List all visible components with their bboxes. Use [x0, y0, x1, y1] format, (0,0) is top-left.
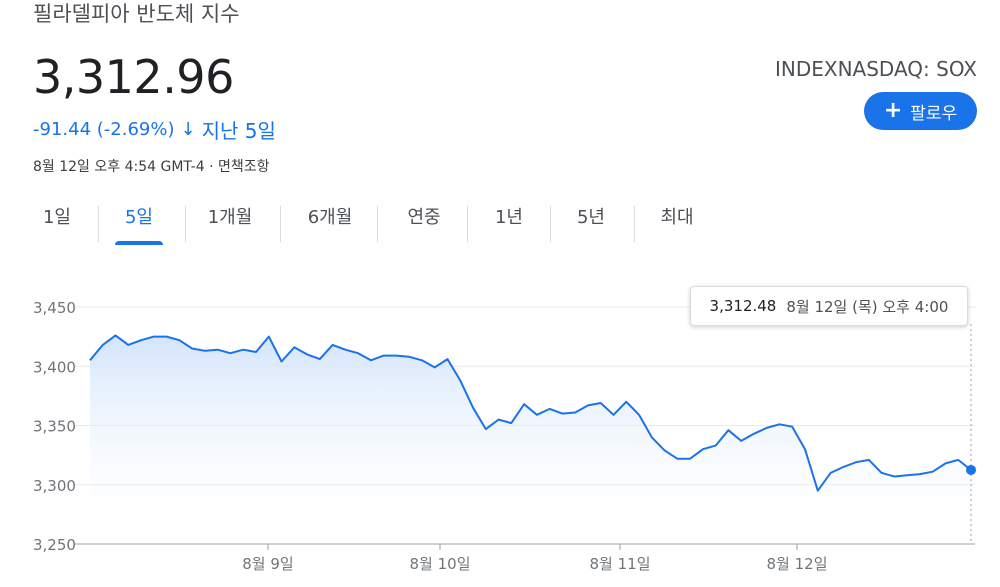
- tab-2[interactable]: 1개월: [190, 203, 270, 247]
- plus-icon: +: [883, 98, 903, 123]
- active-tab-underline: [115, 241, 163, 245]
- index-title: 필라델피아 반도체 지수: [33, 2, 240, 26]
- tab-divider: [98, 206, 99, 242]
- ticker-symbol: INDEXNASDAQ: SOX: [774, 57, 977, 81]
- x-tick-label: 8월 11일: [590, 555, 651, 573]
- tab-7[interactable]: 최대: [637, 203, 717, 247]
- tab-label: 1일: [42, 207, 71, 228]
- tab-label: 연중: [407, 207, 441, 228]
- range-tabs: 1일 5일 1개월 6개월 연중 1년 5년 최대: [0, 203, 720, 247]
- follow-label: 팔로우: [910, 103, 958, 124]
- tab-divider: [377, 206, 378, 242]
- tab-divider: [280, 206, 281, 242]
- x-tick-label: 8월 12일: [767, 555, 828, 573]
- tab-label: 5년: [576, 207, 605, 228]
- tab-label: 1개월: [207, 207, 253, 228]
- tab-3[interactable]: 6개월: [290, 203, 370, 247]
- tab-4[interactable]: 연중: [384, 203, 464, 247]
- tab-label: 1년: [494, 207, 523, 228]
- x-tick-label: 8월 10일: [410, 555, 471, 573]
- tab-label: 최대: [660, 207, 694, 228]
- price-chart[interactable]: 3,450 3,400 3,350 3,300 3,250 8월 9일 8월 10일 8월 1…: [0, 280, 1000, 587]
- price-line: [89, 334, 972, 492]
- tooltip-value: 3,312.48: [709, 297, 777, 315]
- hover-point: [966, 464, 976, 475]
- tab-divider: [466, 206, 468, 242]
- arrow-down-icon: ↓: [180, 119, 196, 140]
- tab-divider: [634, 206, 635, 242]
- tab-1[interactable]: 5일: [99, 203, 179, 247]
- change-value: -91.44 (-2.69%): [33, 119, 175, 140]
- area-fill: [90, 335, 971, 544]
- tab-label: 6개월: [307, 207, 353, 228]
- tab-5[interactable]: 1년: [469, 203, 549, 247]
- y-tick-label: 3,250: [33, 536, 76, 554]
- timestamp-disclaimer: 8월 12일 오후 4:54 GMT-4 · 면책조항: [33, 159, 270, 175]
- tab-divider: [550, 206, 551, 242]
- change-period: 지난 5일: [201, 119, 276, 143]
- y-tick-label: 3,300: [33, 477, 76, 495]
- tab-label: 5일: [124, 207, 153, 228]
- x-tick-label: 8월 9일: [242, 555, 293, 573]
- tooltip-date: 8월 12일 (목) 오후 4:00: [786, 297, 949, 316]
- follow-button[interactable]: + 팔로우: [864, 92, 977, 130]
- tab-0[interactable]: 1일: [17, 203, 97, 247]
- tab-divider: [184, 206, 186, 242]
- tab-6[interactable]: 5년: [551, 203, 631, 247]
- y-tick-label: 3,450: [33, 299, 76, 317]
- price-change: -91.44 (-2.69%) ↓ 지난 5일: [33, 115, 276, 144]
- current-price: 3,312.96: [33, 50, 234, 104]
- y-tick-label: 3,350: [33, 418, 76, 436]
- y-tick-label: 3,400: [33, 358, 76, 376]
- chart-tooltip: 3,312.48 8월 12일 (목) 오후 4:00: [690, 286, 968, 326]
